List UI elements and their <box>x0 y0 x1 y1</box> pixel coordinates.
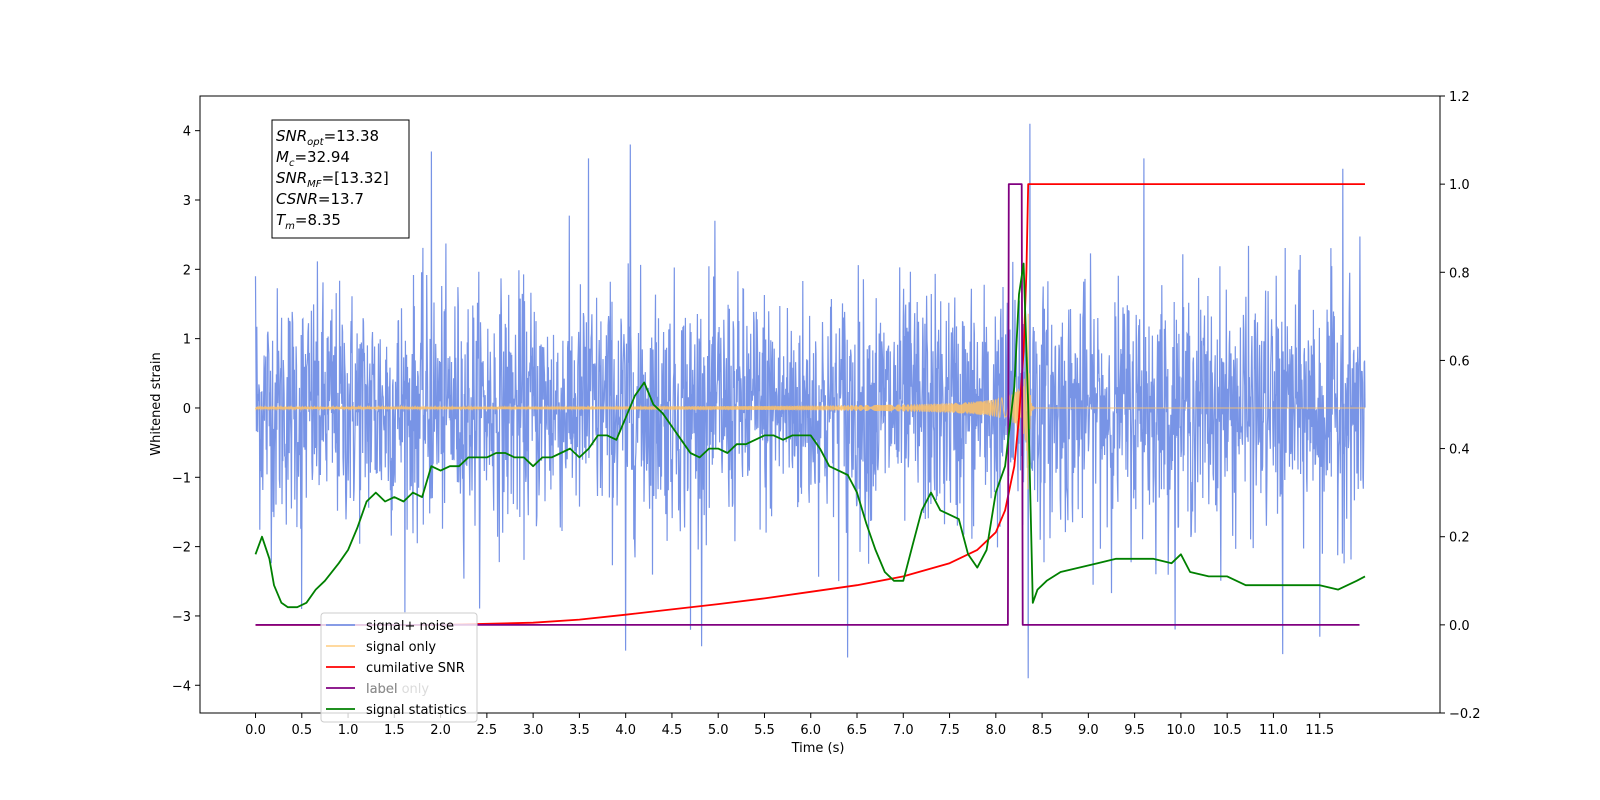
x-axis: 0.0 0.5 1.0 1.5 2.0 2.5 3.0 3.5 4.0 4.5 5.0 5.5 6.0 6… <box>245 713 1334 738</box>
y2-tick-label: 1.2 <box>1449 90 1470 105</box>
x-tick-label: 1.0 <box>338 723 359 738</box>
x-tick-label: 4.5 <box>662 723 683 738</box>
legend-label: label <box>366 682 397 697</box>
y2-tick-label: 0.4 <box>1449 443 1470 458</box>
legend-frame <box>320 612 478 723</box>
x-tick-label: 9.0 <box>1078 723 1099 738</box>
x-tick-label: 8.5 <box>1032 723 1053 738</box>
y2-tick-label: 0.8 <box>1449 266 1470 281</box>
y2-tick-label: 0.2 <box>1449 531 1470 546</box>
x-tick-label: 8.0 <box>985 723 1006 738</box>
annotation-line: SNRMF=[13.32] <box>276 169 389 190</box>
series-label-line <box>255 183 1360 626</box>
legend-label: signal+ noise <box>366 619 454 634</box>
annotation-line: SNRopt=13.38 <box>276 127 379 148</box>
y-tick-label: −2 <box>172 541 191 556</box>
x-tick-label: 0.0 <box>245 723 266 738</box>
x-tick-label: 3.0 <box>523 723 544 738</box>
y-axis-right: −0.2 0.0 0.2 0.4 0.6 0.8 1.0 1.2 <box>1440 90 1481 722</box>
x-tick-label: 11.0 <box>1259 723 1288 738</box>
annotation-box-frame <box>271 119 410 239</box>
y-tick-label: −3 <box>172 610 191 625</box>
x-tick-label: 7.0 <box>893 723 914 738</box>
y-axis-left: −4 −3 −2 −1 0 1 2 3 4 <box>172 125 200 694</box>
annotation-line: Tm=8.35 <box>276 211 341 232</box>
series-signal-noise-line <box>254 123 1366 679</box>
x-tick-label: 4.0 <box>615 723 636 738</box>
legend-label: signal only <box>366 640 436 655</box>
y-tick-label: 4 <box>183 125 191 140</box>
y-tick-label: 3 <box>183 194 191 209</box>
y-tick-label: −4 <box>172 679 191 694</box>
y2-tick-label: 0.6 <box>1449 354 1470 369</box>
y2-tick-label: 0.0 <box>1449 619 1470 634</box>
y-tick-label: 1 <box>183 333 191 348</box>
series-signal-statistics-line <box>254 262 1366 609</box>
y-tick-label: 0 <box>183 402 191 417</box>
y-tick-label: −1 <box>172 471 191 486</box>
x-tick-label: 7.5 <box>939 723 960 738</box>
plot-area <box>254 123 1366 679</box>
x-tick-label: 5.5 <box>754 723 775 738</box>
annotation-line: CSNR=13.7 <box>276 190 364 208</box>
legend-label: cumilative SNR <box>366 661 465 676</box>
x-tick-label: 5.0 <box>708 723 729 738</box>
annotation-line: Mc=32.94 <box>276 148 350 169</box>
y-axis-label: Whitened strain <box>149 352 164 455</box>
x-axis-label: Time (s) <box>791 741 845 756</box>
series-signal-only-line <box>255 313 1365 490</box>
stats-annotation-box: SNRopt=13.38Mc=32.94SNRMF=[13.32]CSNR=13… <box>271 119 410 239</box>
x-tick-label: 2.5 <box>477 723 498 738</box>
legend-label-ghost: label only <box>366 682 429 697</box>
x-tick-label: 10.0 <box>1166 723 1195 738</box>
x-tick-label: 6.5 <box>847 723 868 738</box>
x-tick-label: 2.0 <box>430 723 451 738</box>
x-tick-label: 3.5 <box>569 723 590 738</box>
y-tick-label: 2 <box>183 263 191 278</box>
x-tick-label: 0.5 <box>291 723 312 738</box>
legend-label: signal statistics <box>366 703 467 718</box>
axes-frame <box>199 95 1441 714</box>
legend: signal+ noise signal only cumilative SNR la… <box>320 612 478 723</box>
x-tick-label: 9.5 <box>1124 723 1145 738</box>
y2-tick-label: −0.2 <box>1449 707 1481 722</box>
x-tick-label: 10.5 <box>1213 723 1242 738</box>
x-tick-label: 1.5 <box>384 723 405 738</box>
x-tick-label: 11.5 <box>1305 723 1334 738</box>
x-tick-label: 6.0 <box>800 723 821 738</box>
y2-tick-label: 1.0 <box>1449 178 1470 193</box>
